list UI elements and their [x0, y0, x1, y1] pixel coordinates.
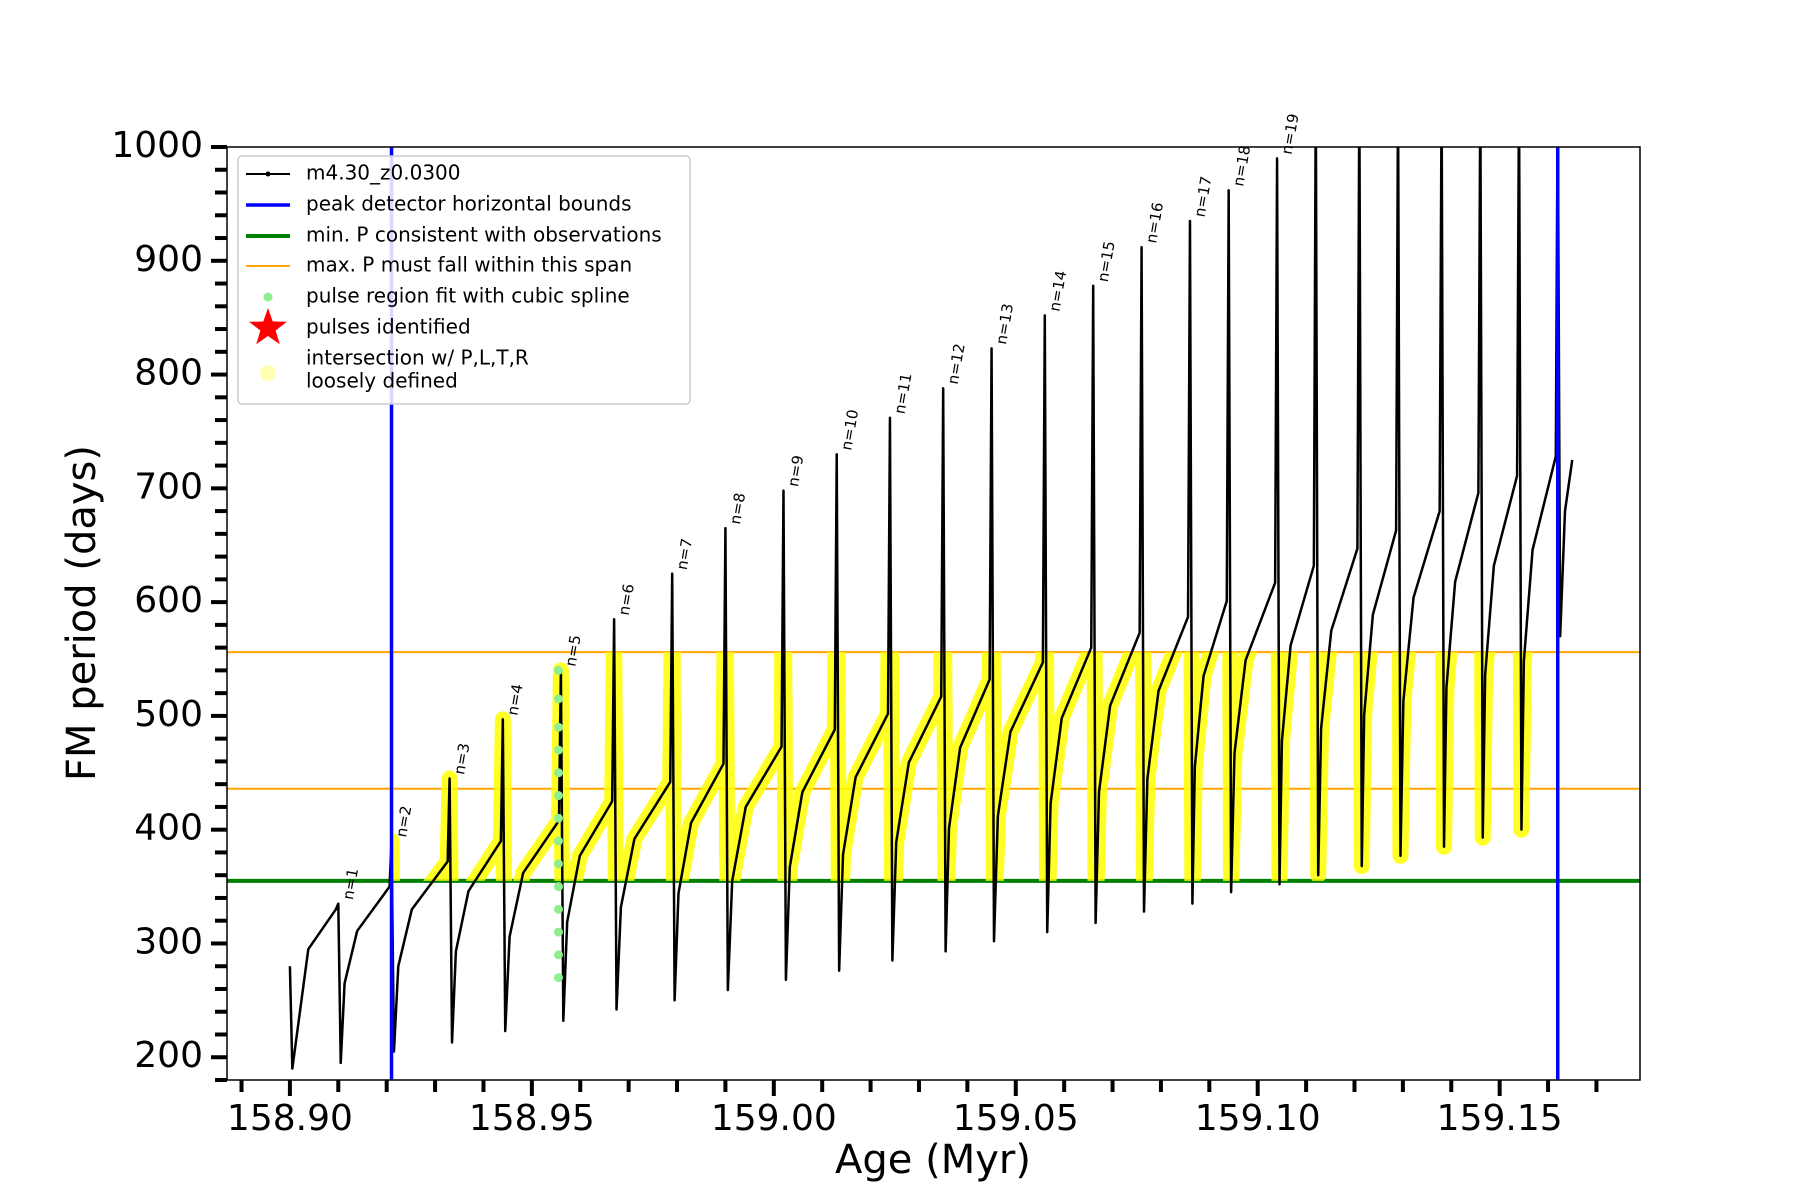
spline-point	[553, 859, 563, 869]
legend-label: min. P consistent with observations	[306, 223, 662, 247]
x-tick-label: 159.00	[711, 1098, 837, 1139]
pulse-label: n=1	[339, 867, 362, 901]
spline-point	[553, 665, 563, 675]
spline-point	[553, 694, 563, 704]
spline-point	[553, 836, 563, 846]
plot-frame	[226, 146, 1641, 1081]
legend-label: pulses identified	[306, 315, 471, 339]
spline-point	[553, 950, 563, 960]
spline-point	[553, 745, 563, 755]
y-tick-label: 300	[134, 921, 203, 962]
spline-point	[553, 791, 563, 801]
spline-point	[553, 768, 563, 778]
y-axis-label: FM period (days)	[59, 445, 105, 781]
legend-label: intersection w/ P,L,T,R	[306, 346, 529, 370]
y-tick-label: 500	[134, 694, 203, 735]
x-tick-label: 159.15	[1437, 1098, 1563, 1139]
x-tick-label: 159.05	[953, 1098, 1079, 1139]
x-axis-label: Age (Myr)	[835, 1137, 1031, 1183]
x-tick-label: 158.95	[469, 1098, 595, 1139]
y-tick-label: 700	[134, 466, 203, 507]
spline-point	[553, 904, 563, 914]
legend-box	[237, 155, 691, 405]
pulse-label: n=2	[392, 804, 415, 838]
plot-area	[227, 147, 1640, 1080]
y-tick-label: 600	[134, 580, 203, 621]
legend-label: peak detector horizontal bounds	[306, 192, 632, 216]
legend-label: pulse region fit with cubic spline	[306, 284, 630, 308]
spline-point	[553, 722, 563, 732]
y-tick-label: 800	[134, 353, 203, 394]
y-tick-label: 1000	[111, 125, 203, 166]
pulse-label: n=6	[615, 582, 638, 616]
pulse-label: n=3	[450, 742, 473, 776]
y-tick-label: 400	[134, 808, 203, 849]
legend-marker	[263, 292, 273, 302]
pulse-label: n=4	[503, 683, 526, 717]
y-tick-label: 200	[134, 1035, 203, 1076]
pulse-label: n=8	[726, 491, 749, 525]
pulse-label: n=5	[562, 634, 585, 668]
pulse-label: n=9	[784, 454, 807, 488]
legend-marker	[260, 365, 276, 381]
y-tick-label: 900	[134, 239, 203, 280]
pulse-label: n=7	[673, 537, 696, 571]
legend-marker-dot	[265, 171, 271, 177]
legend-label: m4.30_z0.0300	[306, 161, 461, 185]
legend-marker	[249, 308, 287, 345]
spline-point	[553, 813, 563, 823]
spline-point	[553, 927, 563, 937]
legend-label: max. P must fall within this span	[306, 253, 632, 277]
series-line	[288, 147, 1574, 1070]
spline-point	[553, 973, 563, 983]
x-tick-label: 159.10	[1195, 1098, 1321, 1139]
x-tick-label: 158.90	[227, 1098, 353, 1139]
legend-label: loosely defined	[306, 369, 458, 393]
spline-point	[553, 882, 563, 892]
